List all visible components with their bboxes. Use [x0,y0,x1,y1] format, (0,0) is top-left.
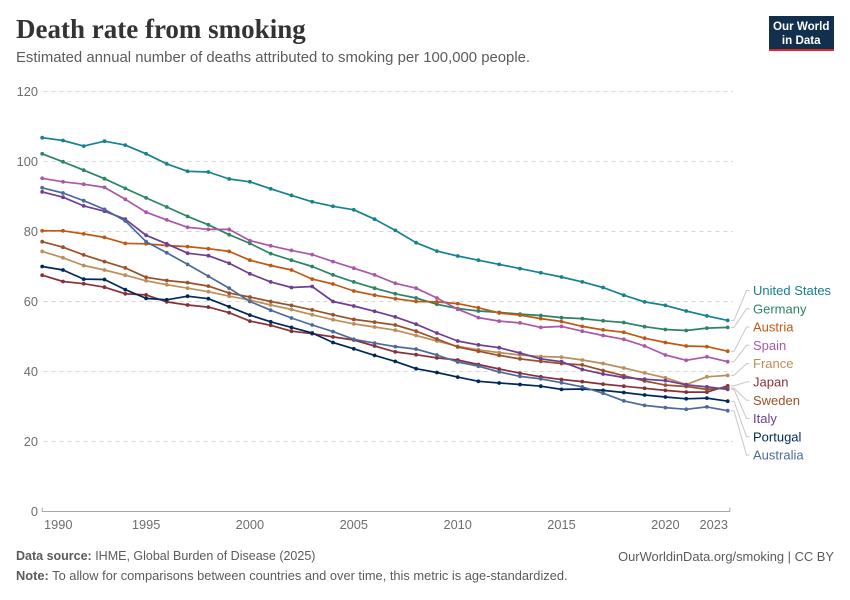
svg-text:Austria: Austria [753,320,794,335]
svg-text:0: 0 [31,504,38,519]
svg-text:1995: 1995 [132,517,160,532]
svg-text:60: 60 [24,294,38,309]
svg-text:2015: 2015 [547,517,575,532]
svg-text:Italy: Italy [753,411,777,426]
svg-text:2010: 2010 [443,517,471,532]
svg-text:Sweden: Sweden [753,393,800,408]
svg-text:1990: 1990 [44,517,72,532]
svg-text:Australia: Australia [753,448,804,463]
svg-text:2020: 2020 [651,517,679,532]
svg-text:2005: 2005 [340,517,368,532]
svg-text:Japan: Japan [753,375,788,390]
svg-text:Spain: Spain [753,338,786,353]
svg-text:80: 80 [24,224,38,239]
svg-text:2023: 2023 [700,517,728,532]
svg-text:United States: United States [753,283,832,298]
svg-text:100: 100 [17,154,38,169]
svg-text:France: France [753,356,793,371]
svg-text:Germany: Germany [753,301,807,316]
svg-text:2000: 2000 [236,517,264,532]
svg-text:20: 20 [24,434,38,449]
svg-text:40: 40 [24,364,38,379]
svg-text:Portugal: Portugal [753,429,802,444]
svg-text:120: 120 [17,84,38,99]
